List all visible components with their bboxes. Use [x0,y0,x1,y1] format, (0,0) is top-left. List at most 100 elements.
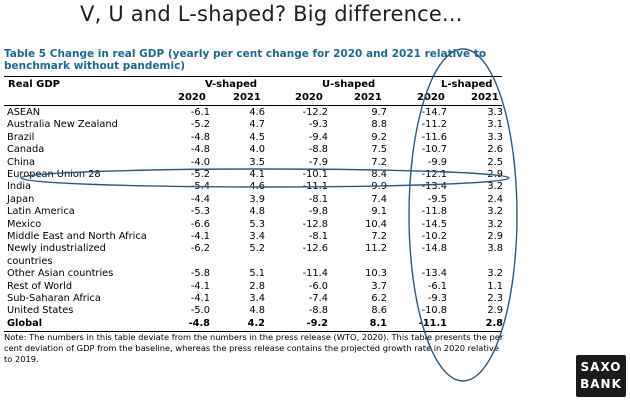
table-row: Japan -4.4 3.9 -8.1 7.4 -9.5 2.4 [4,193,503,207]
row-label: India [7,181,32,193]
cell-value: -4.1 [190,293,210,304]
table-row: Global -4.8 4.2 -9.2 8.1 -11.1 2.8 [4,317,503,331]
row-label: Mexico [7,218,42,230]
cell-value: -5.0 [190,305,210,317]
highlight-ellipse-l-shaped [408,48,518,382]
cell-value: 3.3 [487,107,503,118]
cell-value: 2.8 [249,280,265,292]
cell-value: -12.8 [302,218,328,230]
year-header: 2021 [233,92,261,103]
table-note: Note: The numbers in this table deviate … [4,332,504,364]
group-header-u: U-shaped [322,79,376,90]
cell-value: -4.0 [190,156,210,168]
cell-value: 4.7 [249,119,265,131]
cell-value: 3.7 [371,280,387,292]
cell-value: -9.2 [306,317,328,329]
cell-value: -4.1 [190,280,210,292]
table-row: United States -5.0 4.8 -8.8 8.6 -10.8 2.9 [4,305,503,318]
cell-value: -7.9 [308,156,328,168]
cell-value: -12.2 [302,107,328,118]
cell-value: 9.2 [371,131,387,143]
table-bottom-rule [4,331,502,332]
cell-value: 3.1 [487,119,503,131]
cell-value: -11.6 [421,131,447,143]
table-row: Australia New Zealand -5.2 4.7 -9.3 8.8 -11.2… [4,119,503,132]
logo-line-2: BANK [580,377,622,391]
row-label: Australia New Zealand [7,119,118,131]
cell-value: 3.9 [249,193,265,205]
cell-value: 6.2 [371,293,387,304]
cell-value: 10.4 [365,218,387,230]
cell-value: -4.8 [190,131,210,143]
row-label: Japan [7,193,35,205]
cell-value: 5.1 [249,268,265,280]
row-label: European Union 28 [7,169,101,180]
row-label-continued: countries [7,255,53,267]
cell-value: -14.8 [421,243,447,255]
cell-value: 2.9 [487,305,503,317]
cell-value: -9.5 [427,193,447,205]
cell-value: 4.8 [249,206,265,218]
cell-value: -5.2 [190,119,210,131]
cell-value: -9.4 [308,131,328,143]
cell-value: 2.4 [487,193,503,205]
cell-value: -4.4 [190,193,210,205]
cell-value: -13.4 [421,181,447,193]
cell-value: 8.4 [371,169,387,180]
year-header: 2020 [417,92,445,103]
cell-value: 3.2 [487,218,503,230]
cell-value: -7.4 [308,293,328,304]
cell-value: 4.0 [249,144,265,156]
cell-value: 2.8 [485,317,503,329]
cell-value: 2.5 [487,156,503,168]
table-row: ASEAN -6.1 4.6 -12.2 9.7 -14.7 3.3 [4,107,503,120]
cell-value: 4.5 [249,131,265,143]
cell-value: -6.1 [190,107,210,118]
cell-value: -10.8 [421,305,447,317]
cell-value: -6.2 [190,243,210,255]
cell-value: -9.3 [427,293,447,304]
cell-value: 4.6 [249,107,265,118]
cell-value: -10.2 [421,231,447,242]
cell-value: 7.4 [371,193,387,205]
header-rule [4,105,502,106]
row-label: United States [7,305,74,317]
row-label: Latin America [7,206,75,218]
cell-value: 9.1 [371,206,387,218]
row-label: China [7,156,35,168]
cell-value: -14.7 [421,107,447,118]
cell-value: -11.2 [421,119,447,131]
table-row: Latin America -5.3 4.8 -9.8 9.1 -11.8 3.2 [4,206,503,219]
cell-value: -4.8 [188,317,210,329]
year-header: 2021 [471,92,499,103]
row-label: Global [7,317,43,329]
table-row-continuation: countries [4,256,502,269]
cell-value: -5.2 [190,169,210,180]
cell-value: -10.7 [421,144,447,156]
cell-value: -11.8 [421,206,447,218]
cell-value: 8.6 [371,305,387,317]
cell-value: 5.2 [249,243,265,255]
cell-value: 7.2 [371,156,387,168]
row-label: Rest of World [7,280,73,292]
cell-value: 7.2 [371,231,387,242]
cell-value: 3.5 [249,156,265,168]
row-label: ASEAN [7,107,41,118]
cell-value: -6.1 [427,280,447,292]
table-row: Newly industrialized -6.2 5.2 -12.6 11.2 -14.… [4,243,503,256]
cell-value: 2.3 [487,293,503,304]
year-header: 2020 [178,92,206,103]
cell-value: -8.8 [308,144,328,156]
table-row: Canada -4.8 4.0 -8.8 7.5 -10.7 2.6 [4,144,503,157]
cell-value: -8.8 [308,305,328,317]
saxo-bank-logo: SAXO BANK [576,355,626,397]
cell-value: 11.2 [365,243,387,255]
cell-value: -12.6 [302,243,328,255]
table-row: Rest of World -4.1 2.8 -6.0 3.7 -6.1 1.1 [4,280,503,294]
table-row: Sub-Saharan Africa -4.1 3.4 -7.4 6.2 -9.3 2.3 [4,293,503,306]
cell-value: 4.1 [249,169,265,180]
table-row: China -4.0 3.5 -7.9 7.2 -9.9 2.5 [4,156,503,170]
row-label: Canada [7,144,45,156]
logo-line-1: SAXO [580,360,622,374]
table-row: Middle East and North Africa -4.1 3.4 -8.1 7… [4,231,503,244]
